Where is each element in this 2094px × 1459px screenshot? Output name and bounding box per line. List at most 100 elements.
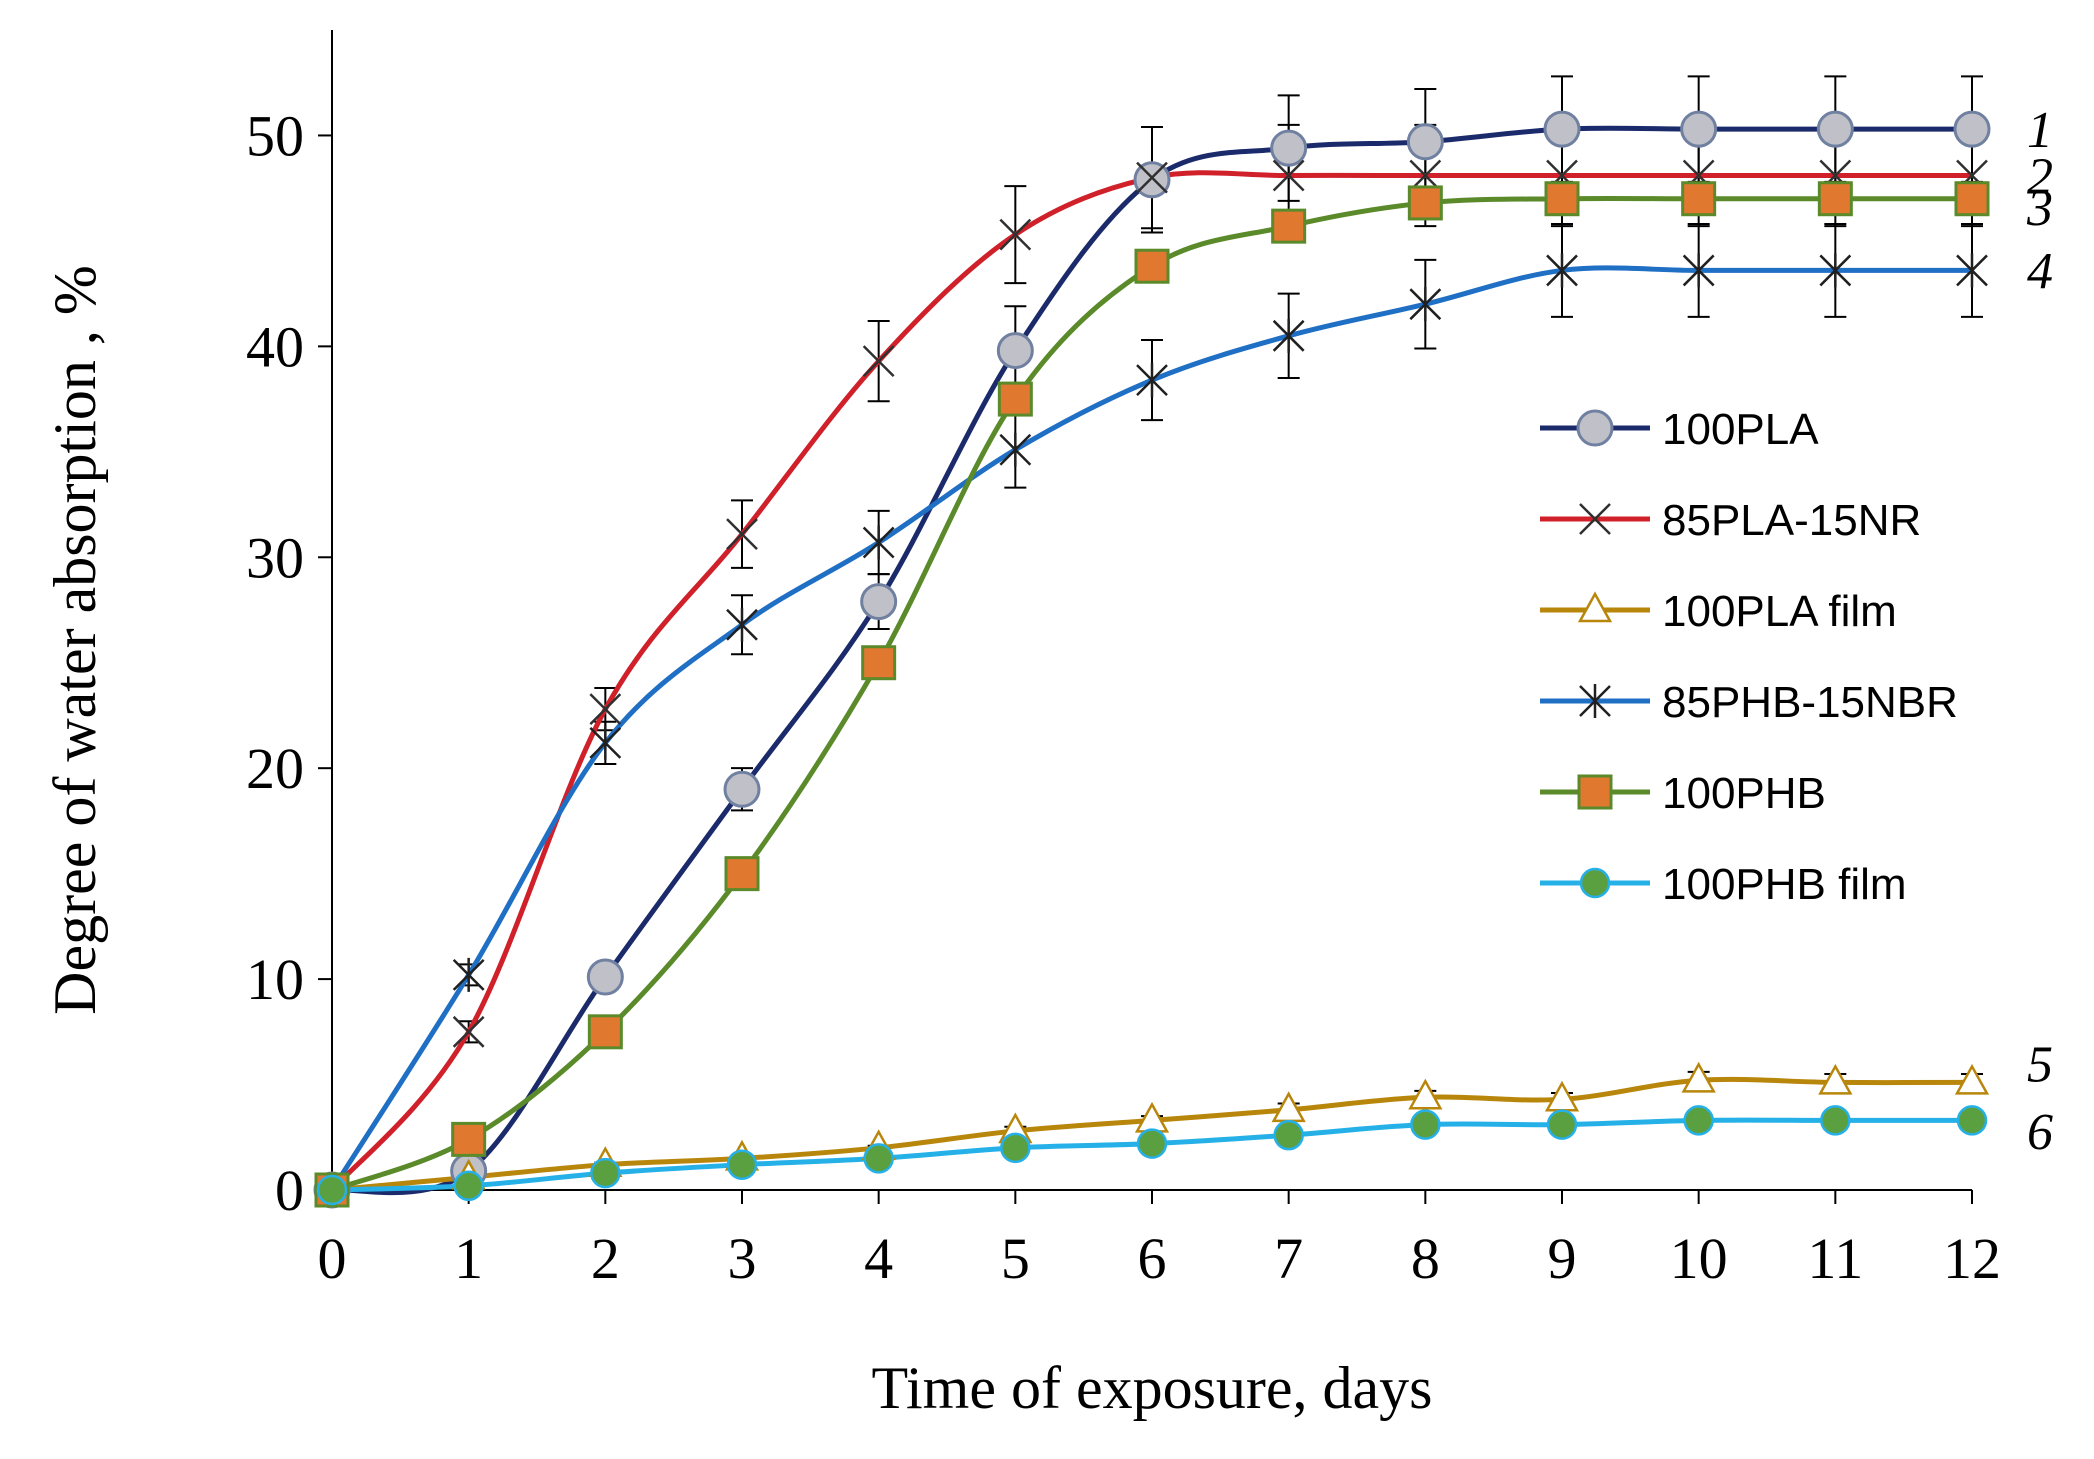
curve-number-label: 5 — [2027, 1036, 2053, 1093]
legend-entry-label: 100PHB film — [1662, 860, 1907, 909]
x-tick-label: 7 — [1274, 1226, 1303, 1291]
curve-number-label: 3 — [2026, 180, 2053, 237]
curve-number-label: 6 — [2027, 1104, 2053, 1161]
data-point — [862, 525, 895, 560]
data-point — [1273, 1119, 1304, 1151]
data-point — [1409, 287, 1442, 322]
data-point — [1682, 253, 1715, 288]
data-point — [1818, 1063, 1853, 1095]
x-tick-label: 1 — [454, 1226, 483, 1291]
data-point — [996, 332, 1034, 370]
data-point — [997, 381, 1033, 417]
x-tick-label: 12 — [1943, 1226, 2001, 1291]
y-tick-label: 50 — [246, 103, 304, 168]
data-point — [1820, 1105, 1851, 1136]
data-point — [1272, 318, 1305, 353]
legend-marker — [1576, 409, 1614, 447]
x-tick-label: 3 — [728, 1226, 757, 1291]
data-point — [1271, 208, 1307, 244]
data-point — [452, 1015, 485, 1048]
data-point — [1954, 181, 1990, 217]
x-tick-label: 6 — [1138, 1226, 1167, 1291]
data-point — [453, 1170, 484, 1202]
data-point — [723, 770, 761, 808]
data-point — [589, 693, 622, 726]
curve-number-label: 2 — [2027, 149, 2053, 206]
data-point — [1408, 1078, 1443, 1110]
data-point — [1817, 181, 1853, 217]
legend-entry-label: 100PHB — [1662, 769, 1826, 818]
data-point — [862, 345, 895, 378]
data-point — [1000, 1132, 1031, 1164]
legend-marker — [1579, 503, 1611, 535]
y-tick-label: 30 — [246, 525, 304, 590]
data-point — [999, 218, 1032, 251]
series-lines — [329, 125, 1973, 1196]
series-line-100pla — [331, 125, 1972, 1196]
data-point — [1136, 1128, 1168, 1159]
data-point — [999, 432, 1032, 467]
legend-entry-label: 100PLA film — [1662, 587, 1897, 636]
legend-marker — [1577, 774, 1613, 810]
data-point — [1683, 1105, 1714, 1136]
x-tick-label: 10 — [1670, 1226, 1728, 1291]
data-point — [1953, 110, 1991, 148]
data-point — [726, 518, 758, 550]
data-point — [1816, 110, 1854, 148]
data-point — [586, 958, 624, 996]
y-tick-label: 20 — [246, 736, 304, 801]
x-tick-label: 8 — [1411, 1226, 1440, 1291]
data-point — [1956, 253, 1988, 288]
legend-entry-label: 85PHB-15NBR — [1662, 678, 1958, 727]
data-point — [1136, 363, 1168, 398]
data-point — [1272, 159, 1305, 192]
series-line-85phb-15nbr — [329, 265, 1972, 1192]
legend-marker — [1577, 591, 1613, 623]
data-point — [861, 645, 897, 681]
data-point — [1819, 253, 1852, 288]
data-point — [1681, 181, 1717, 217]
curve-number-label: 4 — [2027, 243, 2053, 300]
data-point — [1410, 1109, 1441, 1140]
data-point — [587, 1014, 623, 1050]
data-point — [1270, 129, 1308, 167]
data-point — [451, 1121, 487, 1157]
x-tick-label: 9 — [1548, 1226, 1577, 1291]
data-point — [1407, 185, 1443, 221]
x-tick-label: 4 — [864, 1226, 893, 1291]
legend: 100PLA 85PLA-15NR 100PLA film 85PHB-15NBR 10… — [1540, 405, 1958, 909]
y-axis-title: Degree of water absorption , % — [42, 265, 108, 1015]
x-axis-title: Time of exposure, days — [871, 1355, 1432, 1421]
data-point — [1956, 1105, 1988, 1136]
data-point — [1546, 1109, 1578, 1140]
data-point — [724, 856, 760, 892]
x-tick-label: 11 — [1807, 1226, 1863, 1291]
data-point — [860, 583, 898, 621]
data-point — [1544, 181, 1580, 217]
curve-number-label: 1 — [2027, 102, 2053, 159]
data-point — [1546, 253, 1578, 288]
data-point — [589, 725, 622, 760]
data-point — [1406, 123, 1444, 161]
x-tick-label: 2 — [591, 1226, 620, 1291]
data-point — [726, 1149, 758, 1180]
y-tick-label: 0 — [275, 1158, 304, 1223]
data-point — [1680, 110, 1718, 148]
legend-entry-label: 85PLA-15NR — [1662, 496, 1921, 545]
data-point — [726, 607, 758, 642]
x-tick-label: 0 — [318, 1226, 347, 1291]
data-point — [316, 1174, 348, 1206]
data-point — [1954, 1063, 1990, 1095]
data-point — [1681, 1061, 1716, 1093]
data-point — [1134, 248, 1170, 284]
x-tick-label: 5 — [1001, 1226, 1030, 1291]
series-markers — [313, 110, 1991, 1209]
legend-marker — [1579, 684, 1611, 718]
data-point — [863, 1143, 894, 1174]
data-point — [452, 957, 485, 992]
curve-labels: 12 5 4 3 6 — [2026, 102, 2053, 1161]
y-tick-label: 40 — [246, 314, 304, 379]
data-point — [1133, 161, 1171, 199]
